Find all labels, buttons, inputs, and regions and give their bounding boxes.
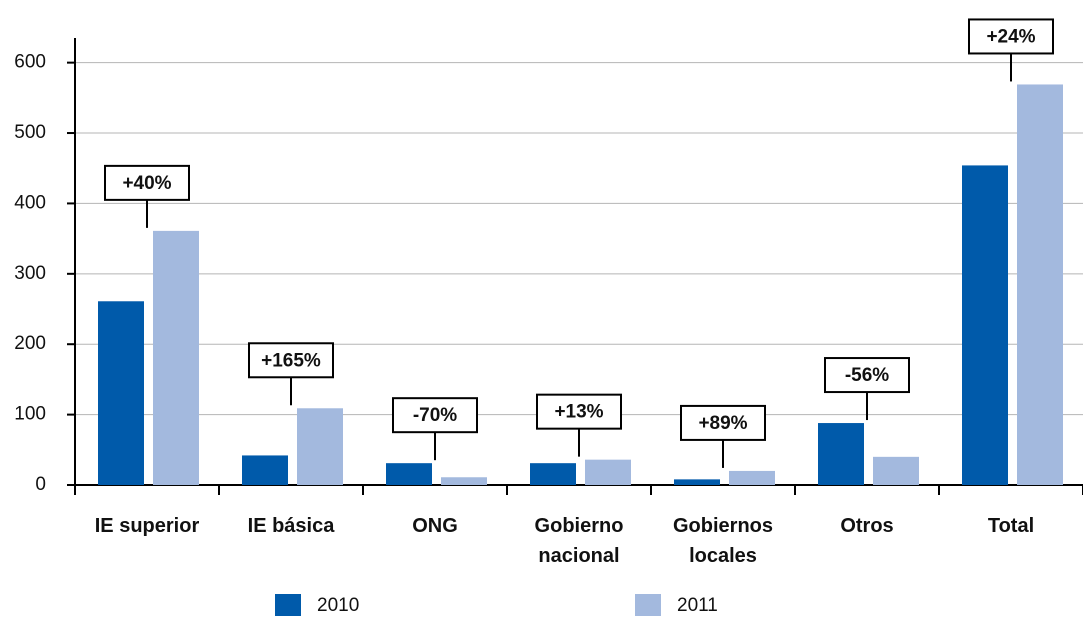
annotation: +89% — [698, 413, 747, 434]
x-tick-label: IE básica — [248, 515, 336, 537]
bar — [530, 463, 576, 485]
annotation-box — [536, 393, 622, 430]
annotation: -70% — [413, 405, 457, 426]
annotation: +13% — [554, 402, 603, 423]
annotation-box — [680, 404, 766, 441]
annotation: +165% — [261, 350, 321, 371]
annotation-box — [392, 397, 478, 434]
y-tick-label: 600 — [14, 52, 46, 73]
bar — [242, 455, 288, 485]
annotation: -56% — [845, 365, 889, 386]
annotation: +40% — [122, 173, 171, 194]
x-tick-label: Gobierno nacional — [535, 515, 624, 567]
annotation-box — [248, 342, 334, 379]
legend-label: 2011 — [677, 595, 718, 616]
bar — [386, 463, 432, 485]
x-tick-label: IE superior — [95, 515, 200, 537]
bar — [962, 165, 1008, 485]
y-tick-label: 0 — [35, 474, 46, 495]
legend-swatch — [275, 594, 301, 616]
x-tick-label: ONG — [412, 515, 458, 537]
bar — [1017, 84, 1063, 485]
x-tick-label: Total — [988, 515, 1034, 537]
y-tick-label: 300 — [14, 263, 46, 284]
legend-swatch — [635, 594, 661, 616]
legend-label: 2010 — [317, 595, 359, 616]
annotation-box — [824, 357, 910, 394]
bar — [729, 470, 775, 485]
y-tick-label: 200 — [14, 333, 46, 354]
annotation-box — [968, 18, 1054, 55]
bar — [98, 301, 144, 485]
x-tick-label: Otros — [840, 515, 893, 537]
bar — [818, 423, 864, 485]
bar — [585, 459, 631, 485]
bar — [441, 477, 487, 485]
x-tick-label: Gobiernos locales — [673, 515, 773, 567]
bar — [153, 230, 199, 485]
bar — [297, 408, 343, 485]
annotation-box — [104, 164, 190, 201]
y-tick-label: 500 — [14, 122, 46, 143]
bar — [873, 456, 919, 485]
annotation: +24% — [986, 26, 1035, 47]
y-tick-label: 400 — [14, 192, 46, 213]
y-tick-label: 100 — [14, 404, 46, 425]
bar — [674, 479, 720, 485]
